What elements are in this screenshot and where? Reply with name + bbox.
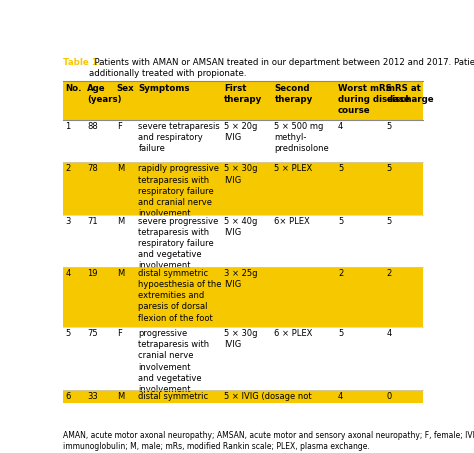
Text: M: M: [117, 217, 124, 226]
Text: 2: 2: [65, 164, 71, 173]
Text: 3: 3: [65, 217, 71, 226]
Text: 5: 5: [65, 329, 71, 338]
Text: 2: 2: [338, 269, 343, 278]
Text: 5: 5: [386, 217, 392, 226]
Text: 75: 75: [87, 329, 98, 338]
Text: No.: No.: [65, 84, 82, 92]
Text: 71: 71: [87, 217, 98, 226]
Bar: [63, 120, 423, 162]
Text: Age
(years): Age (years): [87, 84, 122, 104]
Text: 5 × 40g
IVIG: 5 × 40g IVIG: [224, 217, 257, 237]
Text: F: F: [117, 329, 122, 338]
Text: Patients with AMAN or AMSAN treated in our department between 2012 and 2017. Pat: Patients with AMAN or AMSAN treated in o…: [90, 58, 474, 77]
Text: 4: 4: [338, 392, 343, 401]
Text: 5: 5: [338, 329, 343, 338]
Text: 6× PLEX: 6× PLEX: [274, 217, 310, 226]
Text: 33: 33: [87, 392, 98, 401]
Bar: [63, 390, 423, 427]
Bar: [63, 81, 423, 120]
Text: 5 × PLEX: 5 × PLEX: [274, 164, 313, 173]
Bar: [63, 327, 423, 390]
Text: 6: 6: [65, 392, 71, 401]
Text: 5: 5: [386, 164, 392, 173]
Bar: [63, 267, 423, 327]
Text: 5 × IVIG (dosage not
documented): 5 × IVIG (dosage not documented): [224, 392, 311, 413]
Text: 0: 0: [386, 392, 392, 401]
Bar: [63, 162, 423, 215]
Text: 4: 4: [386, 329, 392, 338]
Text: 5: 5: [338, 164, 343, 173]
Text: 5 × 20g
IVIG: 5 × 20g IVIG: [224, 122, 257, 142]
Text: Sex: Sex: [117, 84, 135, 92]
Bar: [63, 215, 423, 267]
Text: 78: 78: [87, 164, 98, 173]
Text: 3 × 25g
IVIG: 3 × 25g IVIG: [224, 269, 257, 289]
Text: 5 × 30g
IVIG: 5 × 30g IVIG: [224, 329, 257, 349]
Text: severe tetraparesis
and respiratory
failure: severe tetraparesis and respiratory fail…: [138, 122, 220, 153]
Text: 5: 5: [338, 217, 343, 226]
Text: 5: 5: [386, 122, 392, 131]
Text: 5 × 30g
IVIG: 5 × 30g IVIG: [224, 164, 257, 184]
Text: mRS at
discharge: mRS at discharge: [386, 84, 434, 104]
Text: Worst mRS
during disease
course: Worst mRS during disease course: [338, 84, 410, 115]
Text: Second
therapy: Second therapy: [274, 84, 313, 104]
Text: M: M: [117, 164, 124, 173]
Text: 6 × PLEX: 6 × PLEX: [274, 329, 313, 338]
Text: AMAN, acute motor axonal neuropathy; AMSAN, acute motor and sensory axonal neuro: AMAN, acute motor axonal neuropathy; AMS…: [63, 431, 474, 451]
Text: M: M: [117, 392, 124, 401]
Text: 2: 2: [386, 269, 392, 278]
Text: F: F: [117, 122, 122, 131]
Text: 19: 19: [87, 269, 98, 278]
Text: rapidly progressive
tetraparesis with
respiratory failure
and cranial nerve
invo: rapidly progressive tetraparesis with re…: [138, 164, 219, 218]
Text: Symptoms: Symptoms: [138, 84, 190, 92]
Text: distal symmetric
hypoesthesia of the
extremities and
paresis of dorsal
flexion o: distal symmetric hypoesthesia of the ext…: [138, 269, 222, 323]
Text: 5 × 500 mg
methyl-
prednisolone: 5 × 500 mg methyl- prednisolone: [274, 122, 329, 153]
Text: Table 1.: Table 1.: [63, 58, 101, 67]
Text: 4: 4: [338, 122, 343, 131]
Text: 1: 1: [65, 122, 71, 131]
Text: distal symmetric
tetraparesis: distal symmetric tetraparesis: [138, 392, 209, 413]
Text: 4: 4: [65, 269, 71, 278]
Text: progressive
tetraparesis with
cranial nerve
involvement
and vegetative
involveme: progressive tetraparesis with cranial ne…: [138, 329, 210, 394]
Text: M: M: [117, 269, 124, 278]
Text: severe progressive
tetraparesis with
respiratory failure
and vegetative
involvem: severe progressive tetraparesis with res…: [138, 217, 219, 270]
Text: First
therapy: First therapy: [224, 84, 262, 104]
Text: 88: 88: [87, 122, 98, 131]
